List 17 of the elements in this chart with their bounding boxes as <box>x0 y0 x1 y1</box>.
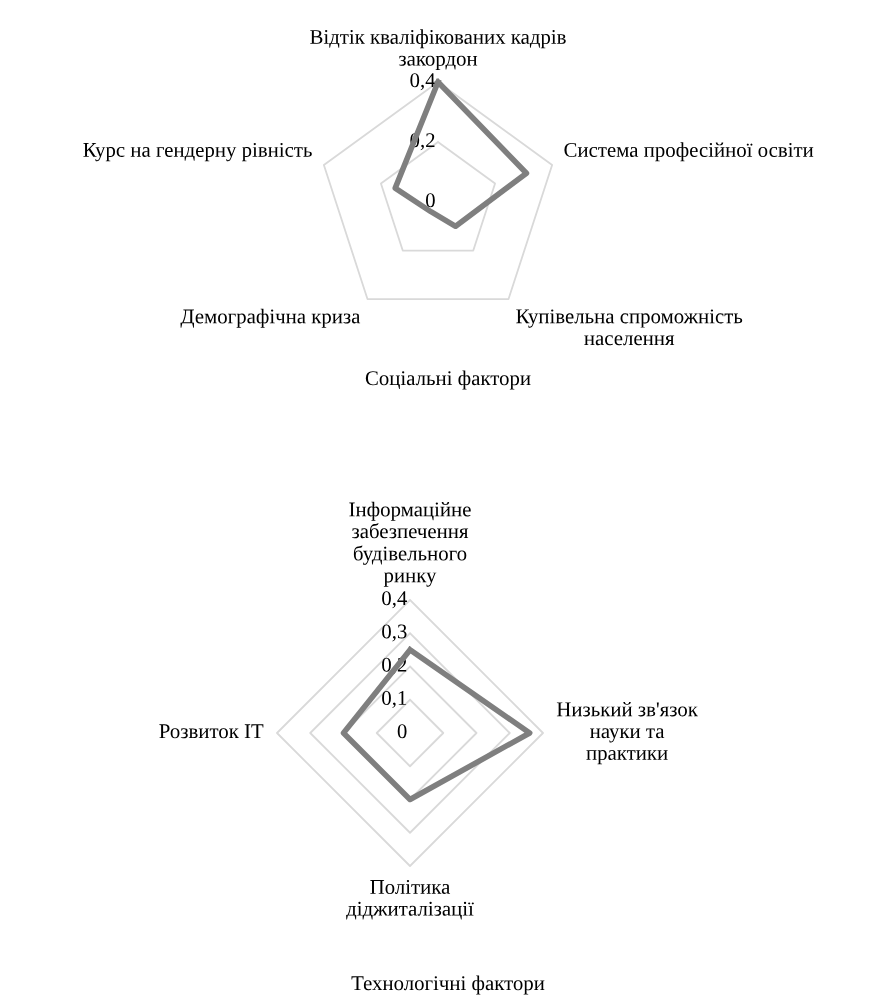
spoke-label: Демографічна криза <box>180 308 361 328</box>
spoke-label: Курс на гендерну рівність <box>83 142 312 162</box>
spoke-label: Система професійної освіти <box>564 142 814 162</box>
text: Технологічні фактори <box>351 975 545 995</box>
y-tick-label: 0 <box>425 193 435 208</box>
y-tick-label: 0,1 <box>382 690 407 708</box>
spoke-label: Політика діджиталізації <box>346 879 474 920</box>
spoke-label: Інформаційне забезпечення будівельного ринку <box>349 501 471 587</box>
y-tick-label: 0,4 <box>382 591 408 609</box>
spoke-label: Низький зв'язок науки та практики <box>556 701 698 765</box>
y-tick-label: 0,3 <box>382 624 407 642</box>
y-tick-label: 0 <box>397 724 407 739</box>
text: Соціальні фактори <box>365 370 531 390</box>
spoke-label: Купівельна спроможність населення <box>516 309 743 346</box>
spoke-label: Відтік кваліфікованих кадрів закордон <box>310 29 566 70</box>
y-tick-label: 0,4 <box>410 73 436 91</box>
spoke-label: Розвиток IT <box>159 724 264 739</box>
